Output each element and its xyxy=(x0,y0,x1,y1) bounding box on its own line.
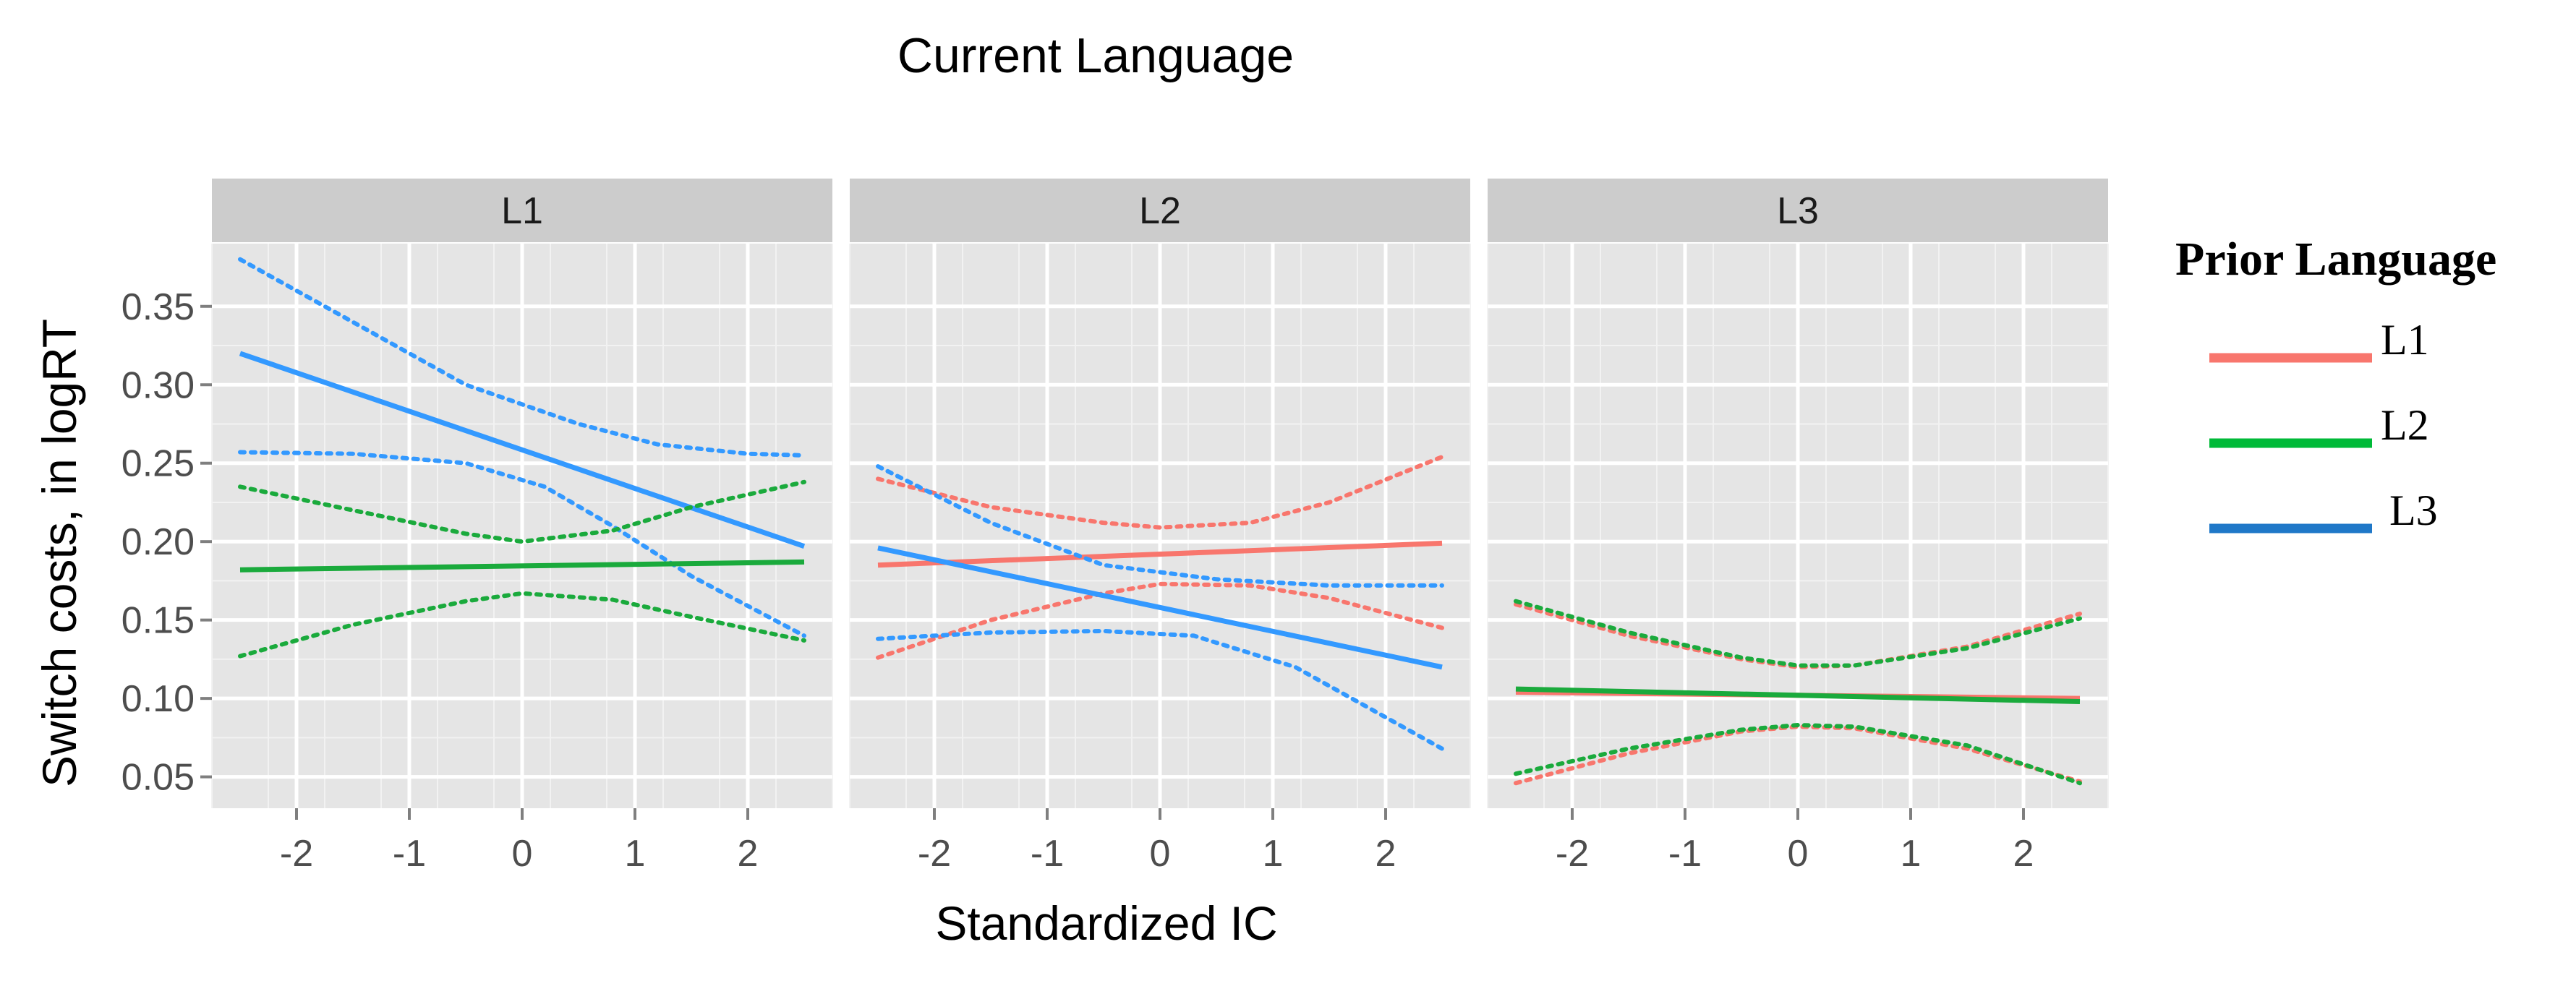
fit-line xyxy=(877,545,1443,670)
y-tick-label: 0.25 xyxy=(121,443,195,485)
fit-line xyxy=(239,351,806,549)
x-tick-label: 2 xyxy=(738,833,759,875)
fit-line xyxy=(1515,686,2081,704)
x-axes: -2 -1 0 1 2 -2 -1 0 1 2 -2 -1 0 1 2 xyxy=(280,808,2034,875)
legend-label: L1 xyxy=(2381,316,2429,364)
y-tick-label: 0.30 xyxy=(121,364,195,406)
x-tick-label: 2 xyxy=(1376,833,1396,875)
lower-confidence-band xyxy=(1514,722,2082,786)
lower-confidence-band xyxy=(876,581,1444,660)
upper-confidence-band xyxy=(1514,599,2082,668)
fit-line xyxy=(877,540,1443,568)
x-tick-label: -1 xyxy=(393,833,426,875)
facet-label: L1 xyxy=(501,190,543,232)
panel-l1: L1 xyxy=(211,179,833,808)
legend-entry-l2: L2 xyxy=(2209,401,2429,449)
x-tick-label: 1 xyxy=(1901,833,1922,875)
facet-strip xyxy=(850,179,1470,242)
x-tick-label: -2 xyxy=(918,833,951,875)
y-axis-label: Switch costs, in logRT xyxy=(33,319,86,787)
x-tick-label: -2 xyxy=(280,833,313,875)
x-tick-label: -1 xyxy=(1668,833,1702,875)
lower-confidence-band xyxy=(238,591,806,659)
legend-entry-l1: L1 xyxy=(2209,316,2429,364)
legend-label: L3 xyxy=(2389,487,2438,534)
legend-title: Prior Language xyxy=(2175,233,2496,286)
x-tick-label: 1 xyxy=(1263,833,1284,875)
x-tick-label: 0 xyxy=(1150,833,1171,875)
lower-confidence-band xyxy=(238,450,806,638)
upper-confidence-band xyxy=(238,479,806,544)
facet-label: L3 xyxy=(1777,190,1819,232)
legend: Prior Language L1 L2 L3 xyxy=(2175,233,2496,534)
fit-line xyxy=(239,559,805,573)
y-axis: 0.05 0.10 0.15 0.20 0.25 0.30 0.35 xyxy=(121,286,212,799)
upper-confidence-band xyxy=(876,455,1444,530)
y-tick-label: 0.15 xyxy=(121,600,195,642)
upper-confidence-band xyxy=(876,464,1444,588)
x-axis-l3: -2 -1 0 1 2 xyxy=(1556,808,2034,875)
x-tick-label: 2 xyxy=(2013,833,2034,875)
facet-label: L2 xyxy=(1139,190,1181,232)
panel-l3: L3 xyxy=(1487,179,2109,808)
y-tick-label: 0.05 xyxy=(121,757,195,799)
x-tick-label: 1 xyxy=(625,833,646,875)
x-tick-label: -2 xyxy=(1556,833,1589,875)
upper-confidence-band xyxy=(238,257,806,458)
facet-strip xyxy=(1488,179,2108,242)
panels-layer: L1 L2 L3 xyxy=(211,179,2109,808)
x-tick-label: 0 xyxy=(512,833,533,875)
x-tick-label: 0 xyxy=(1788,833,1809,875)
x-axis-l1: -2 -1 0 1 2 xyxy=(280,808,759,875)
y-tick-label: 0.10 xyxy=(121,678,195,720)
panel-l2: L2 xyxy=(849,179,1471,808)
legend-label: L2 xyxy=(2381,401,2429,449)
x-tick-label: -1 xyxy=(1031,833,1064,875)
lower-confidence-band xyxy=(876,628,1444,751)
facet-strip xyxy=(212,179,832,242)
x-axis-l2: -2 -1 0 1 2 xyxy=(918,808,1396,875)
legend-entry-l3: L3 xyxy=(2209,487,2438,534)
y-tick-label: 0.35 xyxy=(121,286,195,328)
x-axis-label: Standardized IC xyxy=(935,896,1277,950)
chart-title: Current Language xyxy=(897,28,1294,83)
y-tick-label: 0.20 xyxy=(121,521,195,563)
